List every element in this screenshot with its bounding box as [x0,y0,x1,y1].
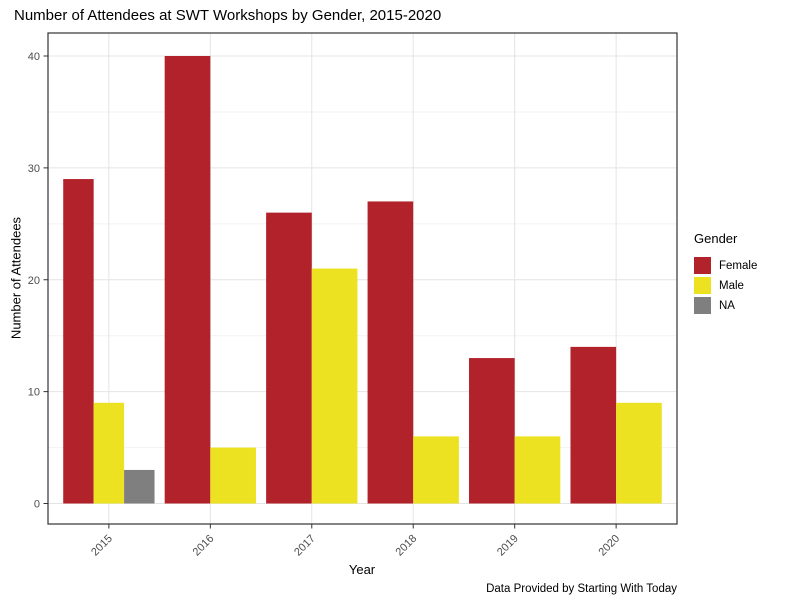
legend-item-male: Male [694,277,757,294]
x-tick-label: 2016 [191,533,217,559]
x-tick-label: 2019 [495,533,521,559]
bar-2017-female [266,212,312,504]
caption: Data Provided by Starting With Today [486,583,677,595]
y-tick-labels: 0 10 20 30 40 [28,51,40,511]
legend-title: Gender [694,231,738,246]
y-tick-label: 10 [28,387,40,399]
legend-label-male: Male [719,279,744,292]
legend-key-female-swatch [694,257,711,274]
y-tick-label: 30 [28,163,40,175]
bar-2019-male [514,436,561,504]
x-axis-title: Year [348,562,376,577]
x-tick-label: 2015 [89,533,115,559]
bar-2015-na [124,469,155,504]
legend-item-female: Female [694,257,757,274]
bar-2018-male [413,436,459,504]
axis-ticks [43,55,617,529]
bar-2018-female [367,201,414,504]
bar-2015-female [63,179,94,504]
panel-border [47,32,678,525]
legend-key-male-swatch [694,277,711,294]
x-tick-label: 2018 [394,533,420,559]
legend-label-female: Female [719,259,758,272]
y-tick-label: 0 [34,499,40,511]
x-tick-label: 2017 [292,533,318,559]
bar-2016-male [210,447,256,504]
legend-item-na: NA [694,297,757,314]
chart-title: Number of Attendees at SWT Workshops by … [14,7,442,24]
legend: Gender Female Male NA [694,231,757,317]
x-tick-labels: 2015 2016 2017 2018 2019 2020 [89,533,622,559]
bar-2016-female [164,56,211,504]
bar-2015-male [93,402,125,504]
y-tick-label: 40 [28,51,40,63]
bar-2020-male [616,402,662,504]
legend-label-na: NA [719,299,735,312]
bars [63,56,662,504]
bar-2017-male [311,268,358,504]
y-axis-title: Number of Attendees [8,216,24,340]
y-tick-label: 20 [28,275,40,287]
x-tick-label: 2020 [596,533,622,559]
bar-2019-female [469,358,515,504]
bar-2020-female [570,346,617,504]
legend-key-na-swatch [694,297,711,314]
